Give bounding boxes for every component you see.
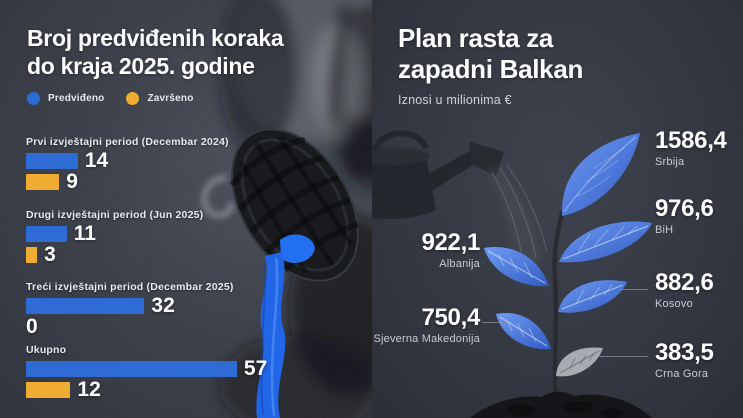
stat-country: Crna Gora: [655, 368, 709, 380]
bar-row-zavrseno: 0: [26, 315, 356, 338]
stat-country: Albanija: [439, 258, 480, 270]
stat-country: Kosovo: [655, 298, 693, 310]
bar-row-predvideno: 32: [26, 294, 356, 317]
stat-albanija: 922,1 Albanija: [421, 230, 480, 270]
bar-row-zavrseno: 12: [26, 378, 356, 401]
bar-group-period-1: Prvi izvještajni period (Decembar 2024) …: [26, 136, 356, 195]
chart-title-line1: Broj predviđenih koraka: [27, 25, 284, 51]
bar-value: 0: [26, 315, 38, 338]
bar-value: 3: [44, 243, 56, 266]
bar-group-period-2: Drugi izvještajni period (Jun 2025) 11 3: [26, 209, 356, 268]
stat-country: Sjeverna Makedonija: [373, 333, 480, 345]
stat-value: 1586,4: [655, 127, 727, 154]
legend-dot-yellow-icon: [126, 92, 140, 105]
bar-group-label: Drugi izvještajni period (Jun 2025): [26, 209, 204, 221]
stat-makedonija: 750,4 Sjeverna Makedonija: [373, 305, 480, 345]
legend-item-zavrseno: Završeno: [126, 92, 193, 105]
bar-group-label: Prvi izvještajni period (Decembar 2024): [26, 136, 229, 148]
bar-row-predvideno: 11: [26, 222, 356, 245]
legend-item-predvideno: Predviđeno: [27, 92, 104, 105]
stat-value: 976,6: [655, 195, 714, 222]
bar-group-ukupno: Ukupno 57 12: [26, 344, 356, 403]
stat-country: BiH: [655, 224, 674, 236]
chart-title: Broj predviđenih koraka do kraja 2025. g…: [27, 24, 284, 80]
growth-title-line2: zapadni Balkan: [398, 54, 584, 84]
stat-value: 750,4: [421, 304, 480, 331]
bar-row-zavrseno: 9: [26, 170, 356, 193]
bar-row-predvideno: 57: [26, 357, 356, 380]
legend-label-zavrseno: Završeno: [147, 93, 194, 104]
growth-subtitle: Iznosi u milionima €: [398, 93, 512, 107]
growth-plan-panel: Plan rasta za zapadni Balkan Iznosi u mi…: [372, 0, 743, 418]
bar-value: 12: [77, 378, 101, 401]
bar-value: 57: [243, 357, 268, 380]
stat-value: 922,1: [421, 229, 480, 256]
businessman-shoe-photo: [0, 0, 372, 418]
steps-chart-panel: Broj predviđenih koraka do kraja 2025. g…: [0, 0, 372, 418]
stat-srbija: 1586,4 Srbija: [655, 128, 727, 168]
bar-value: 9: [66, 170, 78, 193]
stat-value: 383,5: [655, 339, 714, 366]
connector-line-crnagora: [598, 356, 648, 357]
bar-predvideno: [26, 361, 237, 377]
chart-title-line2: do kraja 2025. godine: [27, 53, 255, 79]
bar-zavrseno: [26, 174, 60, 190]
bar-row-predvideno: 14: [26, 149, 356, 172]
bar-predvideno: [26, 153, 78, 169]
legend-dot-blue-icon: [27, 92, 40, 105]
connector-line-kosovo: [620, 289, 648, 290]
growth-title: Plan rasta za zapadni Balkan: [398, 23, 583, 85]
connector-line-makedonija: [482, 322, 508, 323]
bar-zavrseno: [26, 247, 38, 263]
bar-value: 32: [151, 294, 175, 317]
plant-illustration: [372, 0, 743, 418]
stat-crnagora: 383,5 Crna Gora: [655, 340, 714, 380]
bar-group-label: Treći izvještajni period (Decembar 2025): [26, 281, 234, 293]
growth-title-line1: Plan rasta za: [398, 23, 554, 53]
bar-row-zavrseno: 3: [26, 243, 356, 266]
bar-value: 11: [73, 222, 96, 245]
bar-predvideno: [26, 298, 145, 314]
legend: Predviđeno Završeno: [27, 92, 194, 105]
stat-value: 882,6: [655, 269, 714, 296]
bar-group-label: Ukupno: [26, 344, 67, 356]
bar-value: 14: [84, 149, 109, 172]
stat-bih: 976,6 BiH: [655, 196, 714, 236]
stat-kosovo: 882,6 Kosovo: [655, 270, 714, 310]
bar-predvideno: [26, 226, 67, 242]
legend-label-predvideno: Predviđeno: [48, 93, 105, 104]
stat-country: Srbija: [655, 156, 685, 168]
bar-zavrseno: [26, 382, 71, 398]
bar-group-period-3: Treći izvještajni period (Decembar 2025)…: [26, 281, 356, 340]
